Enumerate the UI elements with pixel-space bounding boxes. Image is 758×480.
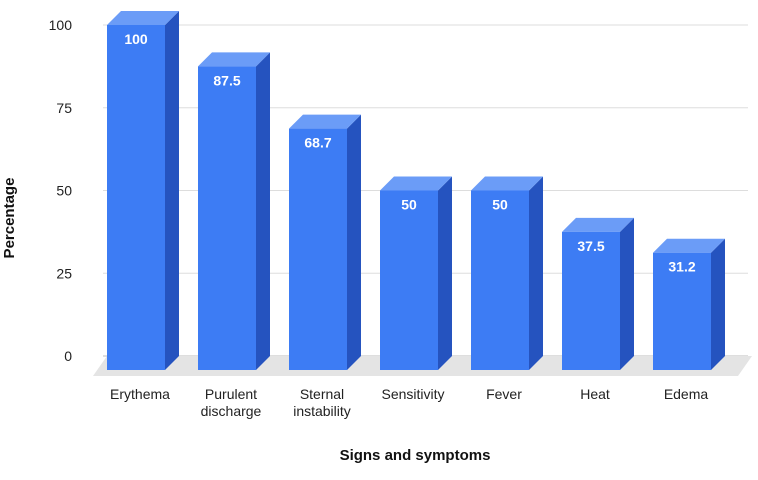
bar-front-4 <box>471 190 529 370</box>
bar-2 <box>289 114 361 370</box>
category-label-4-line-0: Fever <box>486 386 522 402</box>
bar-0 <box>107 11 179 370</box>
bar-top-6 <box>653 238 725 253</box>
y-tick-label-100: 100 <box>49 17 73 33</box>
bar-top-1 <box>198 52 270 67</box>
bar-top-2 <box>289 114 361 129</box>
bar-front-1 <box>198 66 256 370</box>
category-label-1-line-0: Purulent <box>205 386 257 402</box>
bar-4 <box>471 176 543 370</box>
bar-5 <box>562 217 634 370</box>
bar-side-6 <box>711 238 725 370</box>
category-label-2: Sternal instability <box>293 386 351 419</box>
bar-front-3 <box>380 190 438 370</box>
data-label-5: 37.5 <box>577 238 604 254</box>
y-tick-label-0: 0 <box>64 348 72 364</box>
bar-top-4 <box>471 176 543 191</box>
bar-side-1 <box>256 52 270 370</box>
category-label-0-line-0: Erythema <box>110 386 170 402</box>
bar-front-5 <box>562 231 620 370</box>
category-label-4: Fever <box>486 386 522 402</box>
y-axis-title: Percentage <box>1 178 18 259</box>
category-label-3-line-0: Sensitivity <box>381 386 444 402</box>
bar-top-5 <box>562 217 634 232</box>
bars-layer <box>107 11 725 370</box>
y-tick-label-25: 25 <box>56 265 72 281</box>
category-label-6: Edema <box>664 386 709 402</box>
data-label-4: 50 <box>492 197 508 213</box>
bar-side-0 <box>165 11 179 370</box>
y-tick-label-50: 50 <box>56 183 72 199</box>
category-label-2-line-0: Sternal <box>300 386 344 402</box>
category-label-0: Erythema <box>110 386 170 402</box>
bar-1 <box>198 52 270 370</box>
bar-side-3 <box>438 176 452 370</box>
bar-front-2 <box>289 128 347 370</box>
bar-front-6 <box>653 252 711 370</box>
category-label-5-line-0: Heat <box>580 386 610 402</box>
data-label-1: 87.5 <box>213 72 240 88</box>
bar-top-0 <box>107 11 179 25</box>
data-label-6: 31.2 <box>668 259 695 275</box>
bar-front-0 <box>107 25 165 370</box>
bar-side-5 <box>620 217 634 370</box>
bar-3 <box>380 176 452 370</box>
data-label-3: 50 <box>401 197 417 213</box>
labels-layer: 0 25 50 75 100 100 Erythema 87.5 Purulent dischar… <box>49 17 709 419</box>
data-label-0: 100 <box>124 31 148 47</box>
x-axis-title: Signs and symptoms <box>340 447 491 464</box>
category-label-5: Heat <box>580 386 610 402</box>
bar-top-3 <box>380 176 452 191</box>
data-label-2: 68.7 <box>304 135 331 151</box>
category-label-6-line-0: Edema <box>664 386 709 402</box>
y-tick-label-75: 75 <box>56 100 72 116</box>
category-label-1: Purulent discharge <box>201 386 262 419</box>
bar-side-4 <box>529 176 543 370</box>
category-label-3: Sensitivity <box>381 386 444 402</box>
category-label-1-line-1: discharge <box>201 403 262 419</box>
bar-side-2 <box>347 114 361 370</box>
category-label-2-line-1: instability <box>293 403 351 419</box>
bar-6 <box>653 238 725 370</box>
